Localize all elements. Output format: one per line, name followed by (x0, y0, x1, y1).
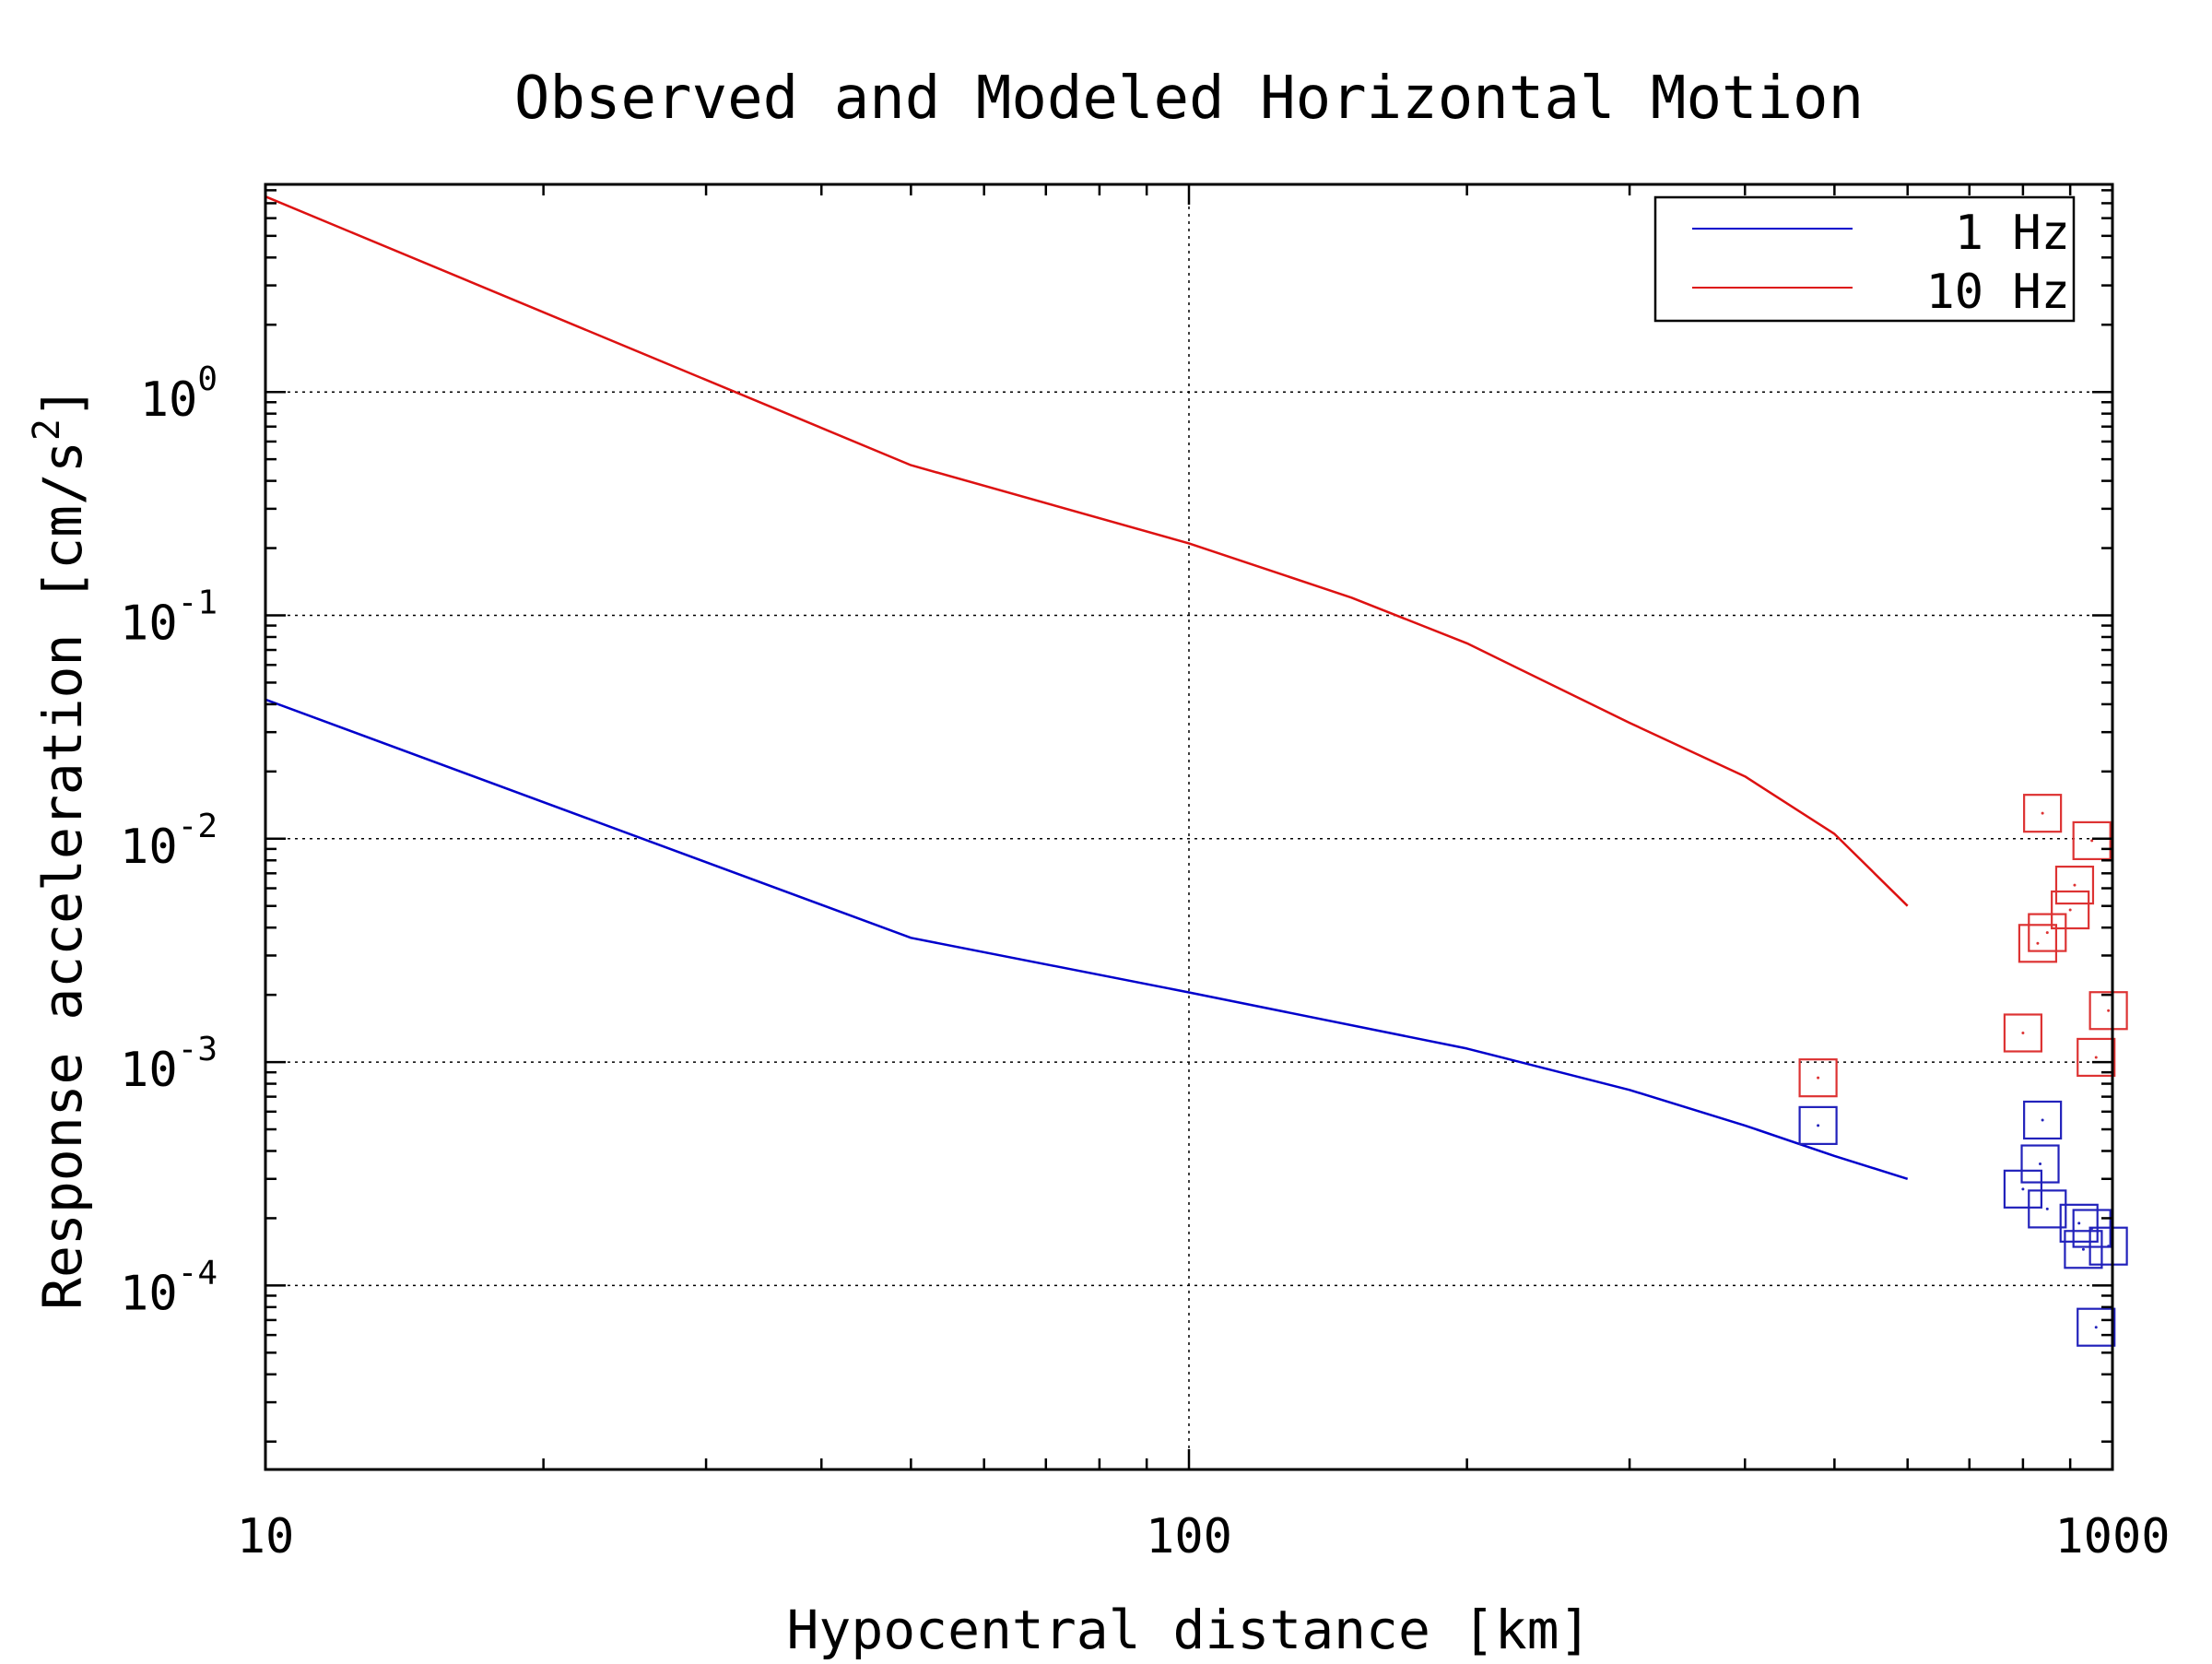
series-line-10hz (265, 195, 1909, 907)
observed-point-10hz (2003, 1013, 2042, 1053)
legend-box (1653, 195, 2076, 323)
y-tick-base: 10 (120, 1266, 178, 1321)
observed-point-1hz (2059, 1203, 2099, 1243)
x-tick-label: 100 (1146, 1509, 1232, 1564)
y-tick-base: 10 (120, 820, 178, 875)
y-tick-base: 10 (120, 596, 178, 651)
svg-text:Response acceleration [cm/s2]: Response acceleration [cm/s2] (26, 386, 94, 1310)
legend: 1 Hz 10 Hz (1653, 195, 2076, 323)
x-tick-label: 1000 (2054, 1509, 2170, 1564)
observed-point-center (2021, 1031, 2025, 1034)
observed-point-10hz (2028, 913, 2067, 952)
y-tick-label: 10-3 (120, 1031, 218, 1098)
observed-point-10hz (2018, 924, 2058, 963)
observed-point-10hz (1798, 1058, 1838, 1098)
y-tick-exponent: -1 (178, 584, 218, 621)
y-tick-exponent: 0 (197, 360, 218, 398)
observed-point-center (2021, 1187, 2025, 1191)
observed-point-center (2090, 839, 2094, 843)
observed-point-center (2107, 1245, 2111, 1248)
y-axis-label: Response acceleration [cm/s2] (26, 386, 94, 1310)
observed-point-1hz (1798, 1105, 1838, 1145)
y-tick-exponent: -2 (178, 808, 218, 845)
observed-point-center (2045, 1207, 2049, 1210)
observed-point-10hz (2023, 794, 2063, 833)
observed-point-1hz (2028, 1189, 2067, 1229)
y-tick-label: 10-2 (120, 808, 218, 875)
observed-point-10hz (2077, 1037, 2116, 1078)
observed-point-1hz (2064, 1230, 2103, 1269)
observed-point-center (2081, 1247, 2085, 1251)
series-line-1hz (265, 698, 1909, 1180)
observed-point-center (2068, 908, 2072, 912)
observed-point-center (2036, 941, 2040, 945)
y-axis-label-close: ] (31, 386, 94, 419)
y-tick-base: 10 (120, 1043, 178, 1098)
observed-point-center (2094, 1056, 2098, 1059)
y-tick-base: 10 (140, 372, 198, 428)
observed-point-center (2041, 811, 2044, 815)
grid (265, 184, 2112, 1469)
observed-point-1hz (2020, 1144, 2060, 1184)
y-tick-label: 100 (140, 360, 218, 428)
observed-point-10hz (2072, 820, 2112, 861)
observed-point-10hz (2054, 865, 2095, 905)
legend-label-10hz: 10 Hz (1925, 265, 2070, 320)
y-axis-label-exponent: 2 (26, 419, 68, 441)
observed-point-10hz (2051, 890, 2090, 930)
observed-point-center (2107, 1009, 2111, 1012)
observed-point-center (2039, 1162, 2042, 1166)
series-lines (265, 195, 1909, 1180)
observed-point-center (2073, 883, 2077, 887)
observed-point-center (2041, 1118, 2044, 1122)
y-tick-exponent: -4 (178, 1254, 218, 1292)
y-tick-label: 10-1 (120, 584, 218, 651)
chart-title: Observed and Modeled Horizontal Motion (514, 65, 1864, 133)
observed-point-center (2045, 931, 2049, 935)
y-tick-exponent: -3 (178, 1031, 218, 1068)
observed-point-center (1817, 1076, 1820, 1080)
observed-point-1hz (2077, 1307, 2116, 1347)
observed-point-center (2094, 1326, 2098, 1329)
observed-point-1hz (2023, 1100, 2063, 1140)
y-tick-label: 10-4 (120, 1254, 218, 1321)
observed-point-1hz (2088, 1226, 2128, 1266)
observed-point-center (2077, 1221, 2081, 1225)
x-axis-label: Hypocentral distance [km] (787, 1599, 1592, 1659)
legend-label-1hz: 1 Hz (1955, 206, 2070, 261)
x-tick-label: 10 (237, 1509, 295, 1564)
observed-point-1hz (2003, 1169, 2042, 1209)
observed-points (1798, 794, 2128, 1347)
observed-point-center (1817, 1124, 1820, 1127)
y-axis-label-text: Response acceleration [cm/s (31, 441, 94, 1310)
observed-point-10hz (2088, 991, 2128, 1031)
